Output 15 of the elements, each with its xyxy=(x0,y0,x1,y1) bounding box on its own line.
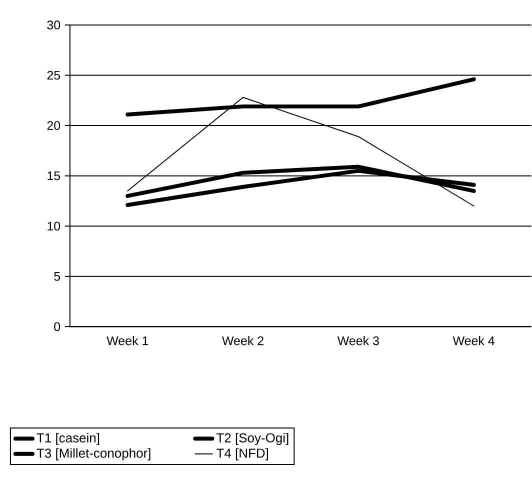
legend-label: T1 [casein] xyxy=(36,433,100,446)
x-tick-label: Week 4 xyxy=(452,336,494,346)
y-tick-label: 15 xyxy=(48,172,60,180)
y-tick-label: 10 xyxy=(48,222,60,231)
y-tick-label: 30 xyxy=(47,20,60,30)
x-tick-label: Week 2 xyxy=(222,336,264,346)
x-tick-label: Week 3 xyxy=(337,336,379,346)
y-tick-label: 20 xyxy=(47,121,60,130)
legend-label: T4 [NFD] xyxy=(216,448,268,461)
legend-label: T2 [Soy-Ogi] xyxy=(216,433,288,446)
y-tick-label: 0 xyxy=(54,322,60,332)
y-tick-label: 25 xyxy=(47,71,60,80)
legend-label: T3 [Millet-conophor] xyxy=(36,448,150,461)
y-tick-label: 5 xyxy=(54,272,60,281)
x-tick-label: Week 1 xyxy=(106,336,148,346)
